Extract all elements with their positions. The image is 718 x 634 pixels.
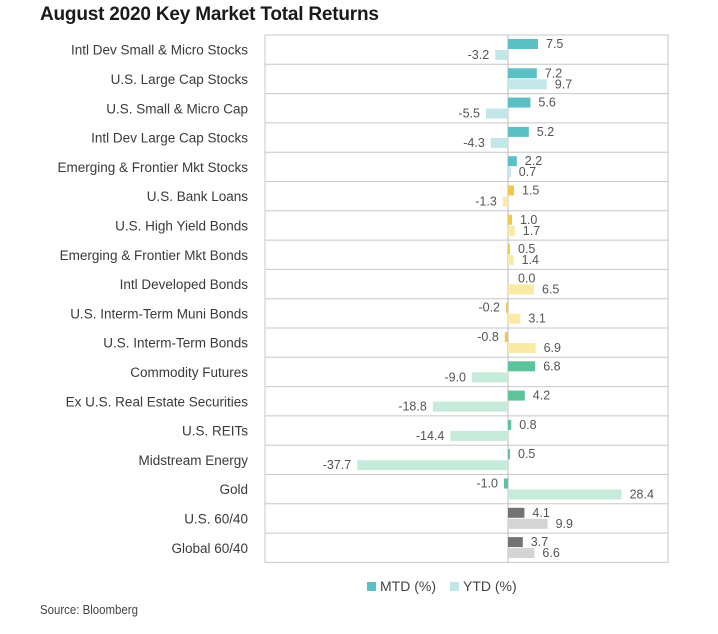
data-label-ytd: -3.2 <box>468 48 490 62</box>
bar-mtd <box>508 449 510 460</box>
bar-ytd <box>432 401 508 412</box>
category-label: Global 60/40 <box>171 541 248 556</box>
bar-ytd <box>508 284 534 295</box>
category-label: Midstream Energy <box>138 453 248 468</box>
category-label: U.S. Bank Loans <box>147 189 249 204</box>
legend-label-ytd: YTD (%) <box>463 578 517 594</box>
category-label: Ex U.S. Real Estate Securities <box>66 394 249 409</box>
category-label: Commodity Futures <box>130 365 248 380</box>
legend-swatch-mtd <box>367 581 376 591</box>
bar-ytd <box>508 313 521 324</box>
data-label-mtd: 4.2 <box>533 389 550 403</box>
bar-ytd <box>508 343 536 353</box>
category-label: U.S. Large Cap Stocks <box>111 72 249 87</box>
data-label-ytd: 9.9 <box>556 517 573 531</box>
data-label-ytd: -1.3 <box>475 195 497 209</box>
data-label-mtd: 0.5 <box>518 447 535 461</box>
data-label-mtd: 1.5 <box>522 184 539 198</box>
bar-mtd <box>508 244 510 255</box>
category-label: Intl Dev Small & Micro Stocks <box>71 43 248 58</box>
legend-item-ytd: YTD (%) <box>450 578 517 594</box>
data-label-ytd: -14.4 <box>416 429 445 443</box>
bar-mtd <box>504 478 508 489</box>
category-label: Emerging & Frontier Mkt Bonds <box>60 248 249 263</box>
bar-ytd <box>495 50 508 60</box>
bar-mtd <box>508 537 523 548</box>
chart-title: August 2020 Key Market Total Returns <box>40 4 379 25</box>
bar-ytd <box>357 460 508 471</box>
bar-ytd <box>508 255 514 266</box>
data-label-ytd: 3.1 <box>528 312 545 326</box>
data-label-mtd: 0.8 <box>519 418 536 432</box>
bar-ytd <box>508 548 535 559</box>
data-label-ytd: 6.9 <box>544 341 561 355</box>
bar-ytd <box>450 430 508 441</box>
category-label: U.S. REITs <box>182 424 248 439</box>
bar-mtd <box>508 126 529 137</box>
bar-mtd <box>508 156 517 167</box>
source-note: Source: Bloomberg <box>40 602 138 617</box>
bar-mtd <box>508 39 538 49</box>
bar-mtd <box>508 97 531 108</box>
category-label: U.S. Interm-Term Bonds <box>103 336 248 351</box>
category-label: Intl Dev Large Cap Stocks <box>91 131 248 146</box>
data-label-ytd: 1.4 <box>522 253 539 267</box>
data-label-ytd: 0.7 <box>519 165 536 179</box>
bar-ytd <box>508 79 547 90</box>
bar-mtd <box>508 390 525 401</box>
category-label: U.S. Interm-Term Muni Bonds <box>70 306 248 321</box>
legend-swatch-ytd <box>450 581 459 591</box>
data-label-ytd: 9.7 <box>555 77 572 91</box>
bar-ytd <box>472 372 508 383</box>
legend-label-mtd: MTD (%) <box>380 578 436 594</box>
bar-mtd <box>508 507 525 518</box>
data-label-mtd: 4.1 <box>532 506 549 520</box>
data-label-mtd: 0.0 <box>518 271 535 285</box>
data-label-ytd: 28.4 <box>630 488 654 502</box>
data-label-mtd: -1.0 <box>476 477 498 491</box>
data-label-ytd: -37.7 <box>323 458 352 472</box>
data-label-ytd: -18.8 <box>398 400 427 414</box>
data-label-mtd: 5.2 <box>537 125 554 139</box>
bar-ytd <box>490 137 508 148</box>
bar-ytd <box>508 518 548 529</box>
bar-ytd <box>502 196 508 207</box>
bar-mtd <box>508 68 537 79</box>
bar-ytd <box>508 225 515 236</box>
data-label-ytd: 1.7 <box>523 224 540 238</box>
bar-ytd <box>508 167 511 178</box>
category-label: Emerging & Frontier Mkt Stocks <box>57 160 248 175</box>
data-label-mtd: 7.2 <box>545 66 562 80</box>
bar-mtd <box>506 302 508 313</box>
category-label: Gold <box>219 482 248 497</box>
category-label: U.S. High Yield Bonds <box>115 218 248 233</box>
category-label: U.S. Small & Micro Cap <box>106 101 248 116</box>
data-label-mtd: 7.5 <box>546 37 563 51</box>
legend: MTD (%) YTD (%) <box>367 578 517 594</box>
data-label-mtd: 5.6 <box>538 96 555 110</box>
legend-item-mtd: MTD (%) <box>367 578 436 594</box>
data-label-ytd: -5.5 <box>458 107 480 121</box>
bar-mtd <box>504 332 508 342</box>
data-label-mtd: 2.2 <box>525 154 542 168</box>
data-label-ytd: -9.0 <box>444 370 466 384</box>
category-label: U.S. 60/40 <box>184 511 248 526</box>
bar-ytd <box>486 108 508 119</box>
data-label-mtd: 1.0 <box>520 213 537 227</box>
data-label-mtd: 6.8 <box>543 359 560 373</box>
category-label: Intl Developed Bonds <box>120 277 249 292</box>
bar-mtd <box>508 214 512 225</box>
bar-mtd <box>508 361 536 372</box>
data-label-mtd: -0.2 <box>478 301 500 315</box>
data-label-mtd: 3.7 <box>531 535 548 549</box>
data-label-mtd: 0.5 <box>518 242 535 256</box>
data-label-mtd: -0.8 <box>477 330 499 344</box>
bar-ytd <box>508 489 622 500</box>
data-label-ytd: 6.5 <box>542 282 559 296</box>
bar-mtd <box>508 185 514 196</box>
data-label-ytd: -4.3 <box>463 136 485 150</box>
data-label-ytd: 6.6 <box>542 546 559 560</box>
bar-mtd <box>508 419 512 430</box>
